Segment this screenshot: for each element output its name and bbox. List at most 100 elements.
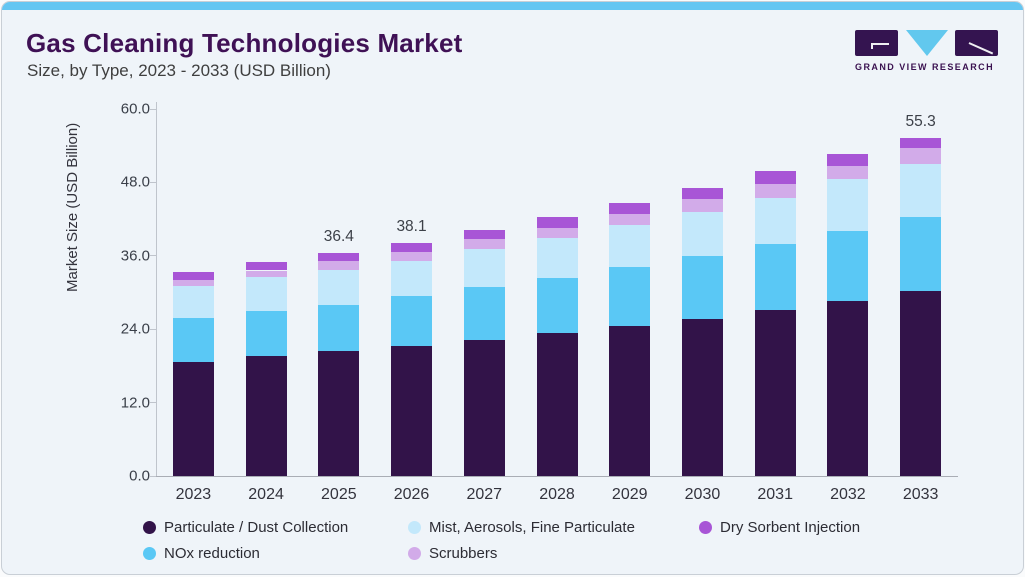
bar-segment-2033 [900, 137, 942, 149]
x-tick-label: 2024 [248, 486, 284, 503]
bar-segment-2031 [754, 244, 796, 311]
bar-segment-2026 [391, 345, 433, 476]
y-tick-label: 12.0 [120, 394, 150, 412]
logo-g-block-icon [855, 30, 898, 56]
bar-segment-2026 [391, 242, 433, 252]
bar-segment-2024 [245, 261, 287, 271]
legend-item: Scrubbers [408, 545, 699, 562]
y-tick-mark [150, 475, 156, 477]
legend-label: NOx reduction [164, 544, 260, 562]
bar-segment-2027 [463, 339, 505, 476]
bar-segment-2027 [463, 230, 505, 239]
y-tick-mark [150, 255, 156, 257]
x-tick-label: 2031 [757, 486, 793, 503]
bar-segment-2028 [536, 332, 578, 476]
bar-segment-2029 [609, 326, 651, 476]
x-axis-line [151, 476, 958, 477]
chart-plot-area: 0.0 12.0 24.0 36.0 48.0 60.0 2023 2024 2025 2026 2… [121, 101, 958, 503]
bar-segment-2024 [245, 270, 287, 278]
legend-swatch-icon [143, 546, 156, 560]
legend-swatch-icon [143, 520, 156, 534]
x-tick-label: 2025 [321, 486, 357, 503]
bar-segment-2029 [609, 267, 651, 327]
bar-segment-2030 [681, 187, 723, 199]
bar-segment-2030 [681, 198, 723, 212]
logo-r-block-icon [955, 30, 998, 56]
y-tick-mark [150, 402, 156, 404]
y-tick-mark [150, 328, 156, 330]
bar-segment-2023 [172, 280, 214, 287]
bar-segment-2032 [827, 165, 869, 179]
gvr-logo-marks [855, 30, 999, 57]
accent-top-strip [2, 2, 1023, 10]
legend-item: Mist, Aerosols, Fine Particulate [408, 519, 699, 536]
x-tick-label: 2023 [175, 486, 212, 503]
x-tick-label: 2033 [902, 486, 939, 503]
legend-item: Dry Sorbent Injection [699, 519, 860, 536]
bar-segment-2023 [172, 271, 214, 281]
bar-segment-2025 [318, 304, 360, 352]
bar-segment-2031 [754, 170, 796, 184]
bar-segment-2030 [681, 256, 723, 319]
bar-segment-2027 [463, 238, 505, 250]
bar-segment-2023 [172, 361, 214, 476]
legend-swatch-icon [408, 546, 421, 560]
x-tick-label: 2029 [611, 486, 648, 503]
bar-segment-2030 [681, 318, 723, 476]
y-tick-label: 36.0 [120, 247, 150, 265]
logo-r-glyph [968, 42, 994, 55]
bar-segment-2032 [827, 153, 869, 166]
y-tick-mark [150, 108, 156, 110]
legend-item: Particulate / Dust Collection [143, 519, 408, 536]
bar-segment-2031 [754, 183, 796, 198]
bar-segment-2029 [609, 224, 651, 268]
legend-swatch-icon [699, 520, 712, 534]
bar-segment-2026 [391, 296, 433, 346]
bar-segment-2025 [318, 253, 360, 262]
y-tick-label: 60.0 [120, 100, 150, 118]
bar-total-label: 38.1 [396, 217, 427, 235]
bar-segment-2024 [245, 311, 287, 357]
bar-segment-2025 [318, 351, 360, 476]
legend-label: Scrubbers [429, 544, 498, 562]
legend-swatch-icon [408, 520, 421, 534]
bar-segment-2031 [754, 197, 796, 245]
bar-segment-2032 [827, 178, 869, 232]
legend-label: Particulate / Dust Collection [164, 518, 349, 536]
bar-segment-2033 [900, 217, 942, 292]
bar-segment-2026 [391, 251, 433, 261]
legend-item: NOx reduction [143, 545, 408, 562]
bar-segment-2031 [754, 310, 796, 476]
bar-segment-2027 [463, 287, 505, 340]
logo-v-triangle-icon [906, 30, 948, 56]
bar-segment-2028 [536, 227, 578, 239]
y-tick-label: 48.0 [120, 173, 150, 191]
bar-segment-2029 [609, 213, 651, 225]
y-tick-label: 24.0 [120, 320, 150, 338]
brand-name: GRAND VIEW RESEARCH [855, 62, 995, 72]
bar-segment-2023 [172, 286, 214, 319]
x-tick-label: 2027 [466, 486, 503, 503]
legend-label: Mist, Aerosols, Fine Particulate [429, 518, 635, 536]
page-title: Gas Cleaning Technologies Market [26, 28, 463, 58]
bar-segment-2027 [463, 249, 505, 287]
bar-segment-2033 [900, 291, 942, 476]
bar-segment-2025 [318, 261, 360, 270]
y-axis-title: Market Size (USD Billion) [64, 122, 81, 292]
chart-legend: Particulate / Dust Collection Mist, Aeros… [143, 514, 860, 566]
bar-segment-2032 [827, 231, 869, 302]
bar-segment-2025 [318, 269, 360, 305]
bar-segment-2024 [245, 356, 287, 476]
bar-segment-2023 [172, 318, 214, 362]
page-subtitle: Size, by Type, 2023 - 2033 (USD Billion) [27, 61, 331, 80]
gvr-logo: GRAND VIEW RESEARCH [855, 30, 999, 72]
legend-label: Dry Sorbent Injection [720, 518, 861, 536]
bar-segment-2032 [827, 301, 869, 476]
x-tick-label: 2032 [830, 486, 866, 503]
bar-total-label: 36.4 [323, 228, 354, 246]
bar-segment-2028 [536, 277, 578, 333]
bar-segment-2033 [900, 164, 942, 218]
logo-g-glyph [871, 43, 889, 49]
bar-segment-2024 [245, 277, 287, 312]
